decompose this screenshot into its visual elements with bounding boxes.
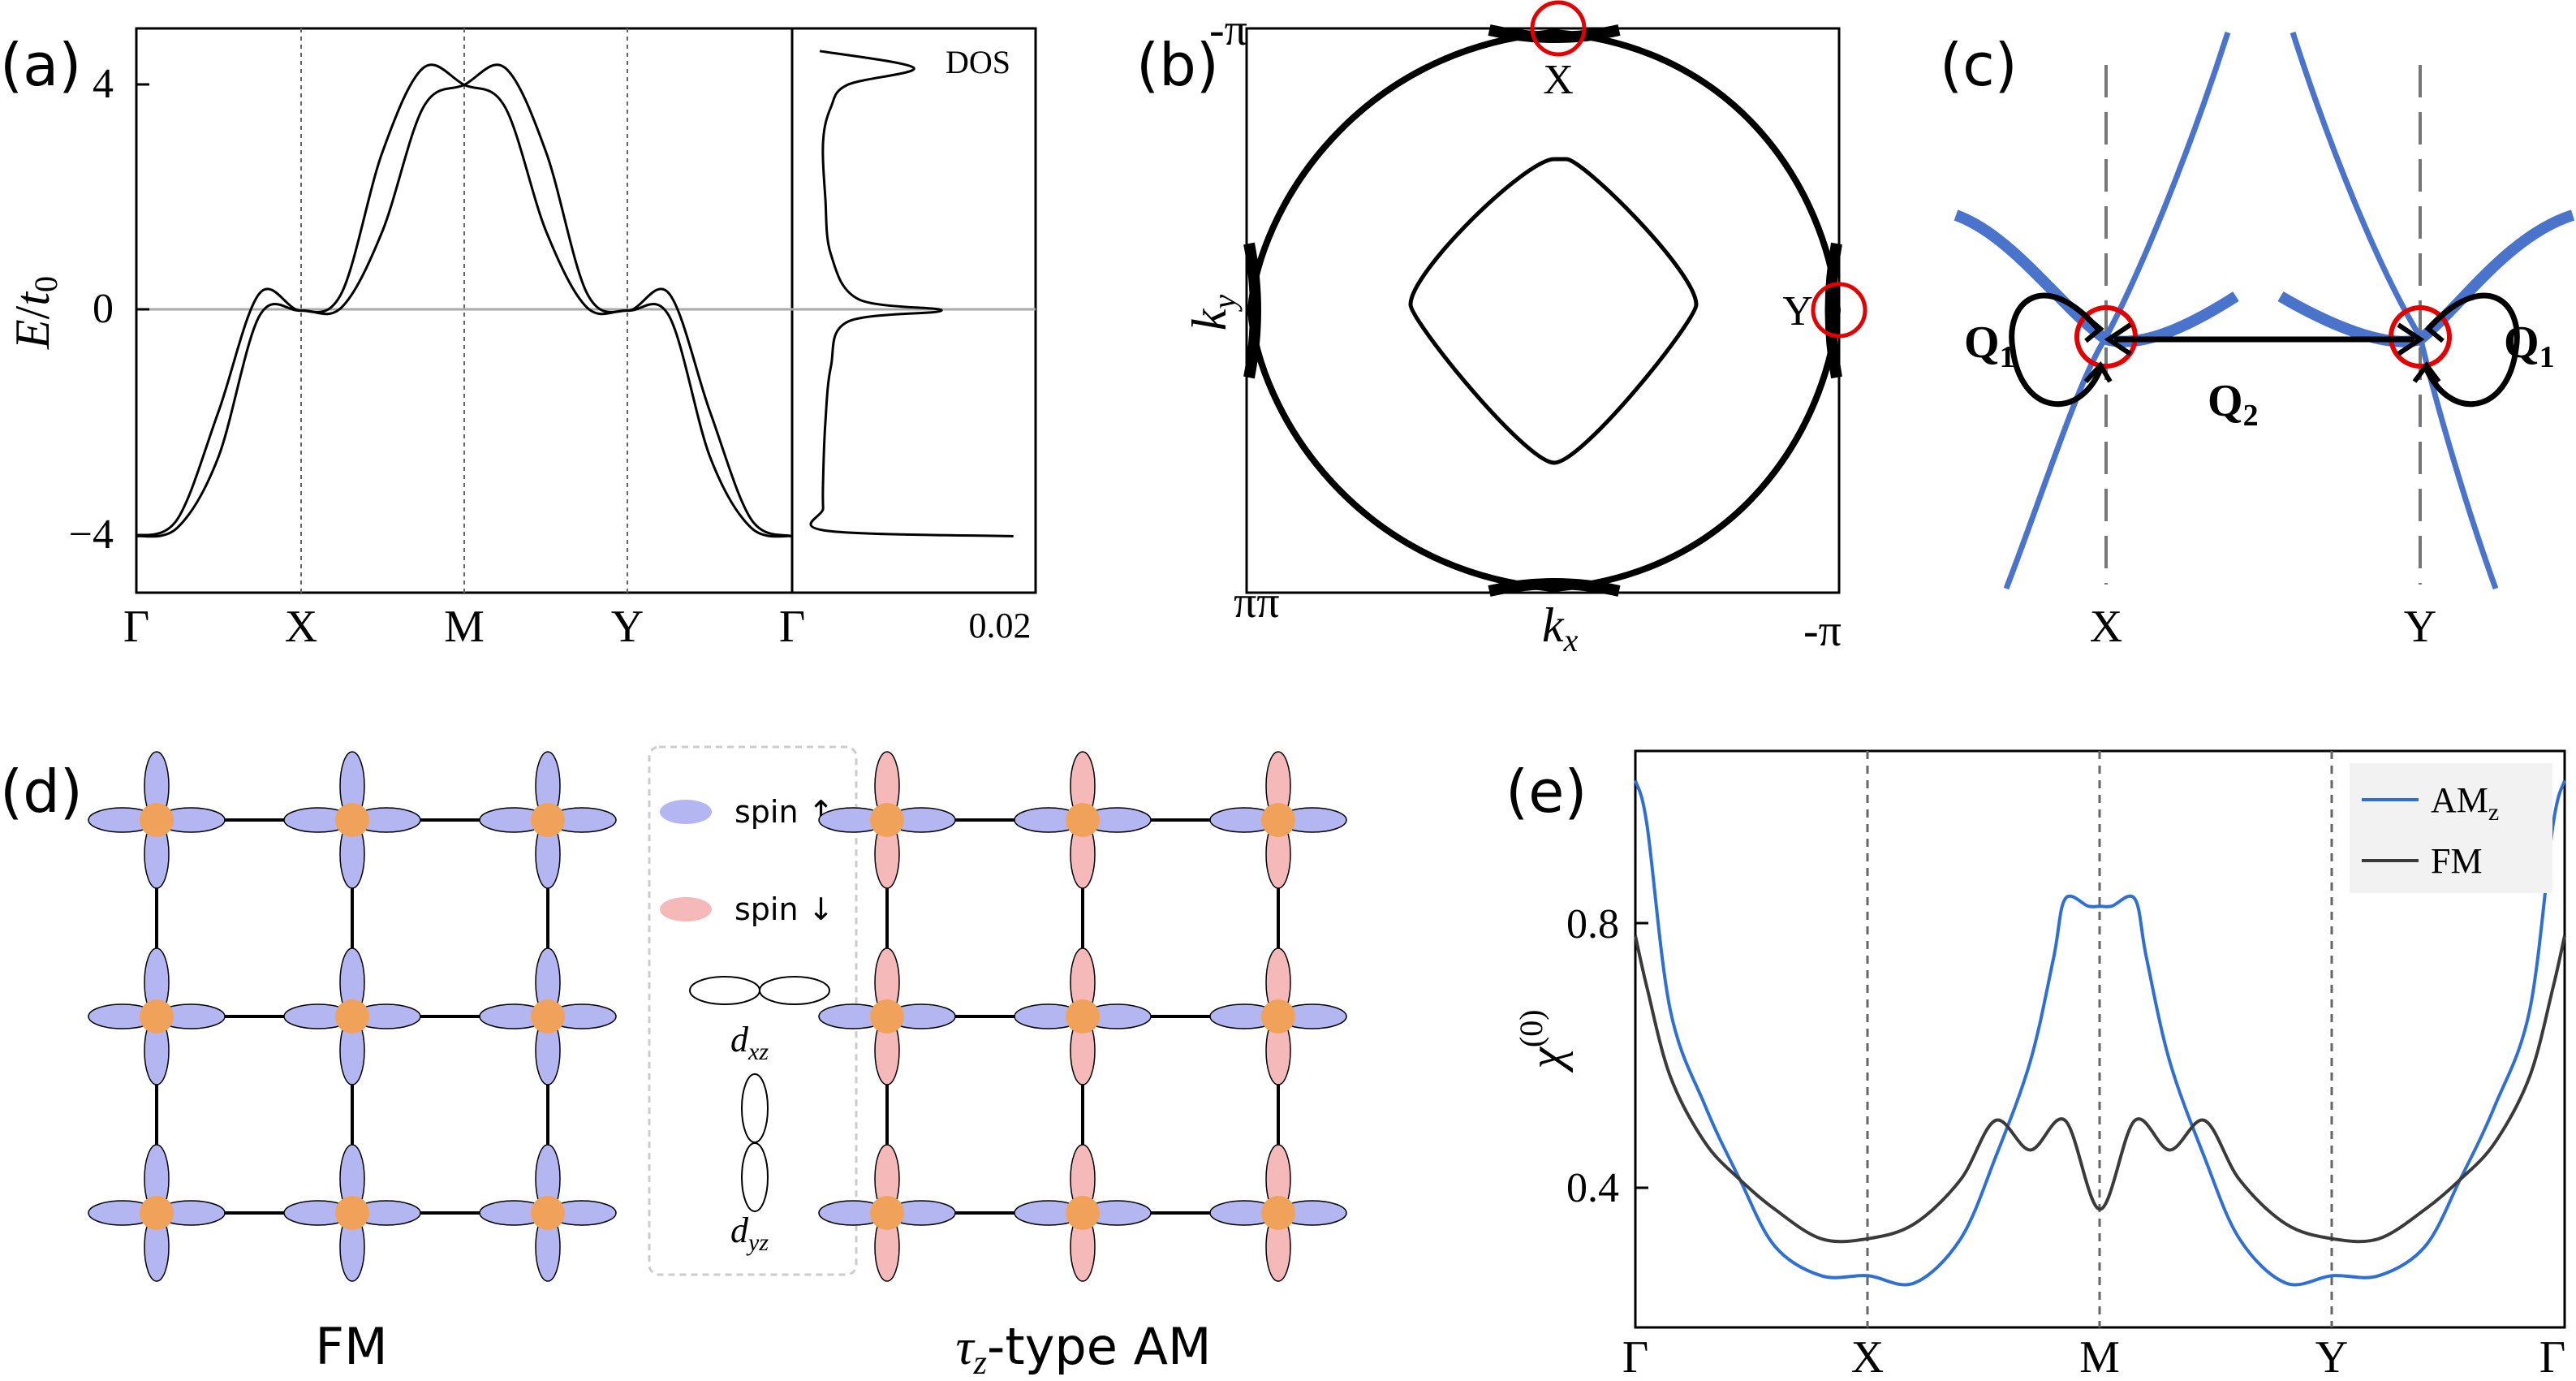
chi-x-tick-gamma-end: Γ — [2539, 1332, 2565, 1381]
atom — [1261, 803, 1295, 837]
bz-top-left-label: -π — [1209, 5, 1247, 55]
kx-label: kx — [1542, 598, 1579, 658]
c-x-label: X — [2090, 602, 2122, 652]
dxz-orbital-right — [759, 976, 830, 1005]
atom — [1261, 1196, 1295, 1230]
atom — [140, 1196, 174, 1230]
spin-up-label: spin ↑ — [734, 794, 834, 830]
dos-curve — [809, 50, 1014, 537]
dyz-label: dyz — [730, 1211, 769, 1256]
panel-b: (b) -π ππ -π X Y ky kx — [1136, 0, 1867, 658]
band-sketch — [1954, 31, 2575, 590]
x-tick-y: Y — [611, 602, 644, 652]
y-tick-4: 4 — [93, 61, 114, 107]
chi-x-tick-x: X — [1851, 1332, 1884, 1381]
y-tick-0: 0 — [93, 286, 114, 332]
y-point-circle — [1811, 282, 1867, 339]
spin-down-swatch — [660, 897, 712, 921]
panel-e: (e) AMz FM 0.8 0.4 χ(0) Γ X M Y Γ — [1506, 749, 2566, 1381]
panel-c: (c) Q1 Q2 Q1 X Y — [1940, 31, 2575, 652]
atom — [1066, 999, 1100, 1034]
atom — [531, 803, 565, 837]
spin-down-label: spin ↓ — [734, 891, 834, 927]
chi-x-tick-m: M — [2079, 1332, 2120, 1381]
atom — [870, 803, 904, 837]
fm-caption: FM — [315, 1317, 387, 1376]
bz-y-label: Y — [1782, 288, 1813, 334]
ky-label: ky — [1182, 295, 1243, 331]
panel-b-label: (b) — [1136, 31, 1219, 99]
panel-d: (d) spin ↑ spin ↓ dxz dyz FM τz-type AM — [0, 745, 1347, 1381]
bz-bottom-right-label: -π — [1803, 606, 1842, 656]
am-lattice — [818, 751, 1347, 1282]
panel-d-label: (d) — [0, 757, 83, 826]
atom — [335, 1196, 369, 1230]
panel-e-label: (e) — [1506, 757, 1587, 826]
dxz-label: dxz — [730, 1020, 769, 1065]
x-point-circle — [1530, 0, 1587, 57]
legend-am-label: AMz — [2431, 780, 2499, 826]
q1-right-label: Q1 — [2504, 317, 2555, 374]
chi-line-amz — [1634, 779, 2566, 1287]
atom — [1066, 1196, 1100, 1230]
chi-x-tick-y: Y — [2315, 1332, 2348, 1381]
chi-legend — [2350, 763, 2552, 893]
spin-up-swatch — [660, 800, 712, 824]
chi-line-fm — [1634, 935, 2566, 1244]
atom — [335, 999, 369, 1034]
c-y-label: Y — [2404, 602, 2436, 652]
atom — [140, 803, 174, 837]
atom — [1261, 999, 1295, 1034]
band-2 — [136, 63, 793, 538]
dos-tick-gamma: Γ — [779, 602, 805, 652]
y-axis-label: E/t0 — [6, 276, 64, 350]
chi-axis-label: χ(0) — [1513, 1009, 1573, 1072]
x-tick-m: M — [444, 602, 485, 652]
legend-fm-label: FM — [2431, 841, 2483, 881]
dxz-orbital-left — [689, 976, 760, 1005]
panel-c-label: (c) — [1940, 31, 2018, 99]
fm-lattice — [88, 751, 617, 1282]
q1-left-loop — [2009, 292, 2104, 408]
chi-curves — [1634, 779, 2566, 1287]
x-tick-x: X — [285, 602, 317, 652]
dos-label: DOS — [946, 44, 1010, 80]
outer-fermi-surface — [1247, 28, 1842, 593]
chi-x-tick-gamma: Γ — [1622, 1332, 1648, 1381]
atom — [140, 999, 174, 1034]
atom — [870, 999, 904, 1034]
panel-a-label: (a) — [0, 31, 81, 99]
dos-tick-002: 0.02 — [969, 606, 1032, 645]
atom — [531, 1196, 565, 1230]
chi-tick-08: 0.8 — [1566, 901, 1619, 947]
bz-frame — [1245, 27, 1841, 594]
bz-bottom-left-label: ππ — [1234, 577, 1280, 628]
atom — [531, 999, 565, 1034]
y-tick-neg4: −4 — [69, 511, 114, 558]
bz-x-label: X — [1543, 57, 1574, 103]
panel-a: (a) 4 0 −4 E/t0 Γ X M Y Γ 0.02 DOS — [0, 27, 1037, 652]
inner-fermi-surface — [1408, 157, 1699, 465]
chi-tick-04: 0.4 — [1566, 1165, 1619, 1211]
dyz-orbital-bottom — [741, 1142, 769, 1212]
atom — [870, 1196, 904, 1230]
band-structure — [136, 63, 793, 538]
q1-right-loop — [2423, 292, 2520, 408]
atom — [1066, 803, 1100, 837]
dyz-orbital-top — [741, 1073, 769, 1143]
q1-left-label: Q1 — [1964, 317, 2015, 374]
q2-label: Q2 — [2208, 376, 2259, 433]
band-1 — [136, 63, 793, 538]
x-tick-gamma: Γ — [123, 602, 149, 652]
atom — [335, 803, 369, 837]
am-caption: τz-type AM — [955, 1317, 1211, 1381]
